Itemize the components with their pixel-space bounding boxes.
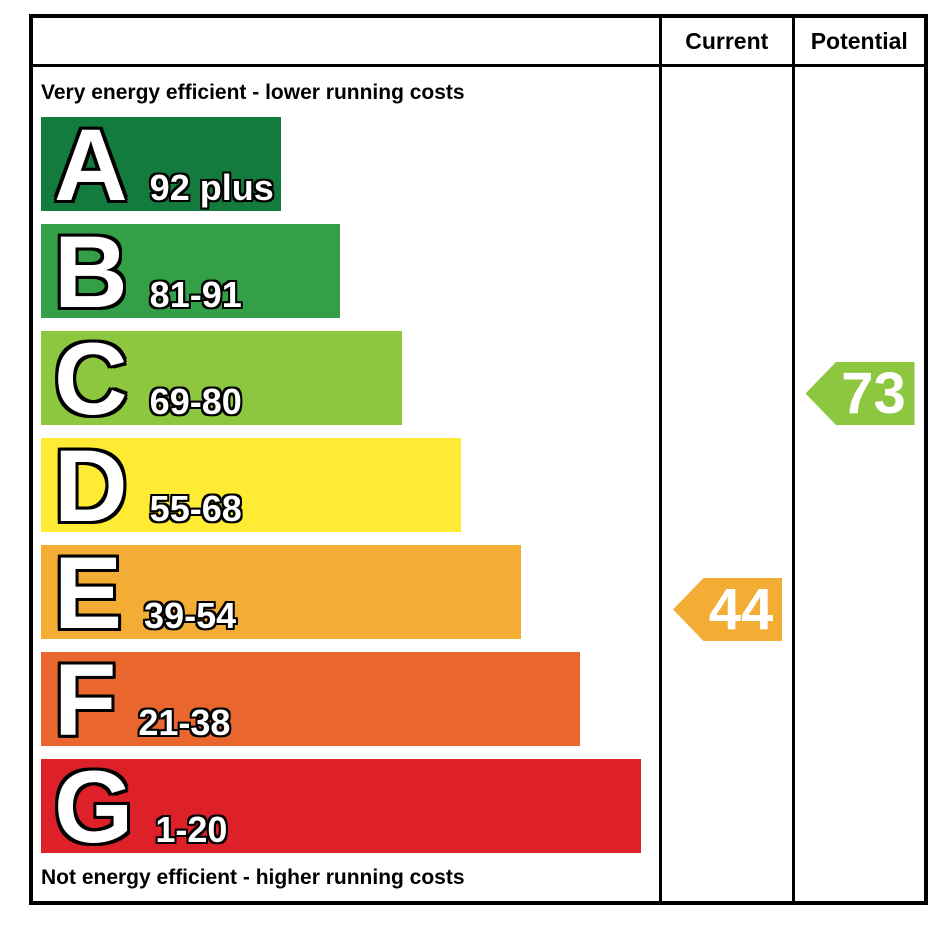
header-spacer xyxy=(33,18,659,64)
table-body-row: Very energy efficient - lower running co… xyxy=(33,67,924,901)
potential-column: 73 xyxy=(791,67,925,901)
band-row-a: A 92 plus xyxy=(41,108,281,222)
current-column-header: Current xyxy=(659,18,792,64)
rating-scale-column: Very energy efficient - lower running co… xyxy=(33,67,659,901)
current-rating-arrow: 44 xyxy=(673,578,782,641)
band-letter-a: A xyxy=(54,108,128,222)
potential-header-label: Potential xyxy=(810,27,908,54)
potential-rating-value: 73 xyxy=(841,360,906,426)
band-letter-f: F xyxy=(54,643,117,757)
bottom-caption: Not energy efficient - higher running co… xyxy=(41,866,465,889)
band-letter-e: E xyxy=(54,536,123,650)
potential-column-header: Potential xyxy=(791,18,925,64)
band-letter-b: B xyxy=(54,215,128,329)
table-header-row: Current Potential xyxy=(33,18,924,67)
band-letter-d: D xyxy=(54,429,128,543)
band-letter-g: G xyxy=(54,750,134,864)
current-header-label: Current xyxy=(685,27,769,54)
top-caption: Very energy efficient - lower running co… xyxy=(41,81,465,104)
band-row-f: F 21-38 xyxy=(41,643,580,757)
band-row-d: D 55-68 xyxy=(41,429,461,543)
band-letter-c: C xyxy=(54,322,128,436)
energy-rating-table: Current Potential Very energy efficient … xyxy=(29,14,928,905)
band-range-b: 81-91 xyxy=(149,274,242,315)
band-range-c: 69-80 xyxy=(149,381,242,422)
band-row-c: C 69-80 xyxy=(41,322,402,436)
band-range-e: 39-54 xyxy=(144,595,237,636)
current-column: 44 xyxy=(659,67,792,901)
band-range-f: 21-38 xyxy=(138,702,231,743)
band-row-b: B 81-91 xyxy=(41,215,340,329)
band-range-a: 92 plus xyxy=(149,167,274,208)
band-range-g: 1-20 xyxy=(155,809,228,850)
current-rating-value: 44 xyxy=(708,576,774,642)
band-row-e: E 39-54 xyxy=(41,536,521,650)
potential-rating-arrow: 73 xyxy=(805,360,915,426)
band-range-d: 55-68 xyxy=(149,488,242,529)
band-row-g: G 1-20 xyxy=(41,750,641,864)
